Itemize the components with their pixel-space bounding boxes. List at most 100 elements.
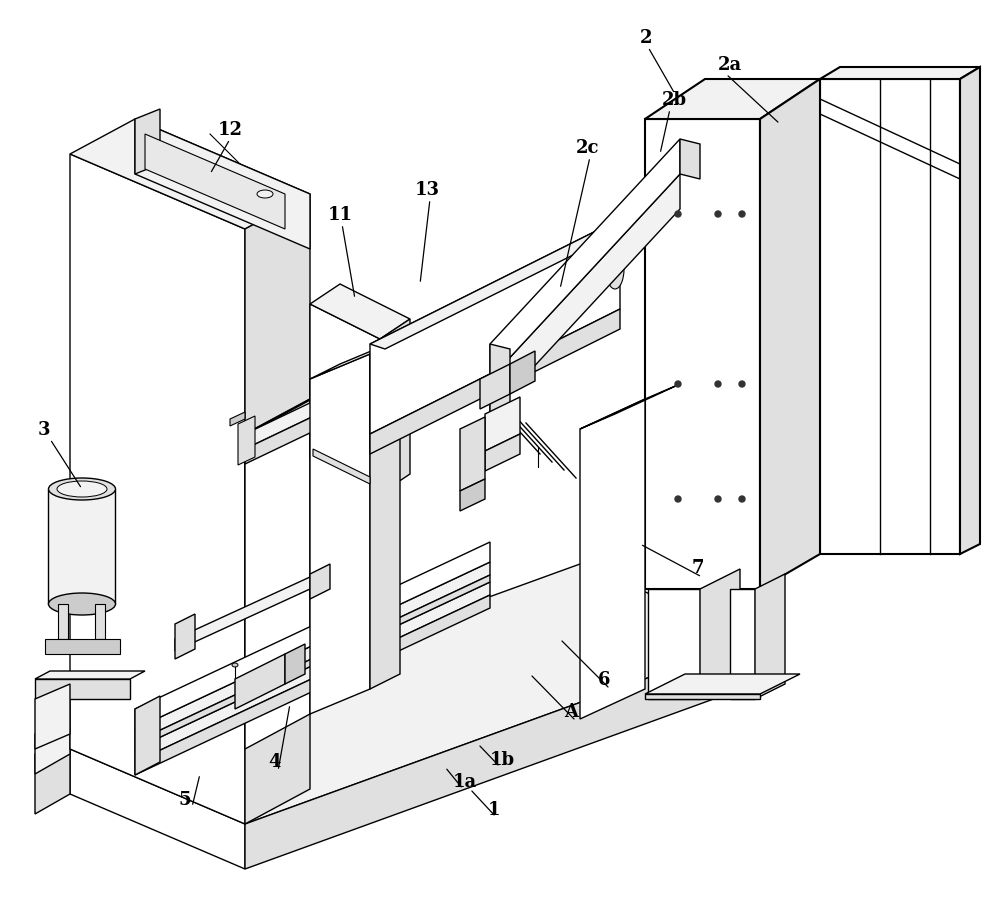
Circle shape	[739, 496, 745, 503]
Circle shape	[675, 382, 681, 387]
Polygon shape	[70, 155, 245, 824]
Polygon shape	[45, 640, 120, 654]
Polygon shape	[70, 749, 245, 869]
Text: 6: 6	[598, 670, 610, 688]
Polygon shape	[245, 324, 475, 449]
Polygon shape	[310, 340, 400, 380]
Polygon shape	[820, 80, 960, 555]
Polygon shape	[310, 565, 330, 599]
Polygon shape	[645, 694, 760, 700]
Polygon shape	[135, 542, 490, 729]
Polygon shape	[230, 413, 245, 426]
Polygon shape	[370, 220, 620, 435]
Polygon shape	[175, 578, 310, 651]
Text: 3: 3	[38, 421, 51, 438]
Polygon shape	[135, 562, 490, 742]
Text: 2: 2	[640, 29, 652, 47]
Polygon shape	[310, 285, 410, 340]
Polygon shape	[310, 354, 370, 714]
Polygon shape	[145, 135, 285, 230]
Polygon shape	[370, 310, 620, 455]
Text: 5: 5	[178, 790, 191, 808]
Polygon shape	[235, 654, 285, 710]
Ellipse shape	[257, 190, 273, 199]
Ellipse shape	[49, 478, 116, 500]
Ellipse shape	[49, 593, 116, 615]
Polygon shape	[285, 644, 305, 684]
Polygon shape	[135, 596, 490, 775]
Polygon shape	[460, 417, 485, 491]
Text: 11: 11	[328, 206, 353, 224]
Polygon shape	[35, 734, 70, 814]
Text: 4: 4	[268, 752, 281, 770]
Polygon shape	[648, 589, 700, 700]
Text: 7: 7	[692, 558, 704, 577]
Circle shape	[715, 496, 721, 503]
Polygon shape	[245, 340, 475, 465]
Polygon shape	[485, 435, 520, 472]
Polygon shape	[645, 80, 820, 120]
Polygon shape	[310, 304, 380, 495]
Polygon shape	[700, 569, 740, 700]
Text: 2b: 2b	[662, 91, 687, 109]
Polygon shape	[490, 175, 680, 415]
Polygon shape	[485, 397, 520, 452]
Polygon shape	[35, 714, 70, 774]
Polygon shape	[370, 340, 400, 690]
Polygon shape	[510, 352, 535, 394]
Polygon shape	[135, 576, 490, 749]
Polygon shape	[70, 120, 310, 230]
Circle shape	[715, 211, 721, 218]
Polygon shape	[35, 684, 70, 749]
Polygon shape	[580, 400, 645, 719]
Ellipse shape	[606, 250, 624, 290]
Polygon shape	[370, 220, 635, 350]
Polygon shape	[245, 384, 340, 435]
Polygon shape	[135, 696, 160, 775]
Circle shape	[739, 211, 745, 218]
Polygon shape	[135, 120, 310, 250]
Polygon shape	[648, 680, 740, 700]
Circle shape	[739, 382, 745, 387]
Polygon shape	[313, 449, 370, 485]
Polygon shape	[35, 680, 130, 700]
Polygon shape	[730, 589, 755, 700]
Polygon shape	[490, 140, 680, 380]
Circle shape	[715, 382, 721, 387]
Text: 1: 1	[488, 800, 501, 818]
Circle shape	[675, 496, 681, 503]
Polygon shape	[580, 384, 680, 429]
Text: 13: 13	[415, 180, 440, 199]
Circle shape	[675, 211, 681, 218]
Polygon shape	[245, 400, 310, 749]
Polygon shape	[645, 120, 760, 589]
Polygon shape	[35, 671, 145, 680]
Polygon shape	[175, 614, 195, 660]
Text: A: A	[564, 702, 578, 721]
Text: 1b: 1b	[490, 750, 515, 768]
Polygon shape	[760, 80, 820, 589]
Polygon shape	[135, 582, 490, 763]
Ellipse shape	[232, 663, 238, 667]
Polygon shape	[58, 604, 68, 640]
Polygon shape	[245, 195, 310, 824]
Polygon shape	[460, 479, 485, 511]
Polygon shape	[238, 416, 255, 466]
Text: 12: 12	[218, 121, 243, 138]
Text: 2a: 2a	[718, 56, 742, 74]
Polygon shape	[490, 344, 510, 420]
Polygon shape	[480, 364, 510, 410]
Polygon shape	[95, 604, 105, 640]
Polygon shape	[48, 489, 115, 604]
Polygon shape	[380, 320, 410, 495]
Text: 1a: 1a	[453, 773, 477, 790]
Polygon shape	[135, 110, 160, 175]
Polygon shape	[645, 674, 800, 694]
Ellipse shape	[57, 482, 107, 497]
Polygon shape	[70, 565, 755, 824]
Polygon shape	[960, 68, 980, 555]
Polygon shape	[820, 68, 980, 80]
Polygon shape	[755, 574, 785, 700]
Polygon shape	[680, 140, 700, 179]
Text: 2c: 2c	[576, 138, 600, 157]
